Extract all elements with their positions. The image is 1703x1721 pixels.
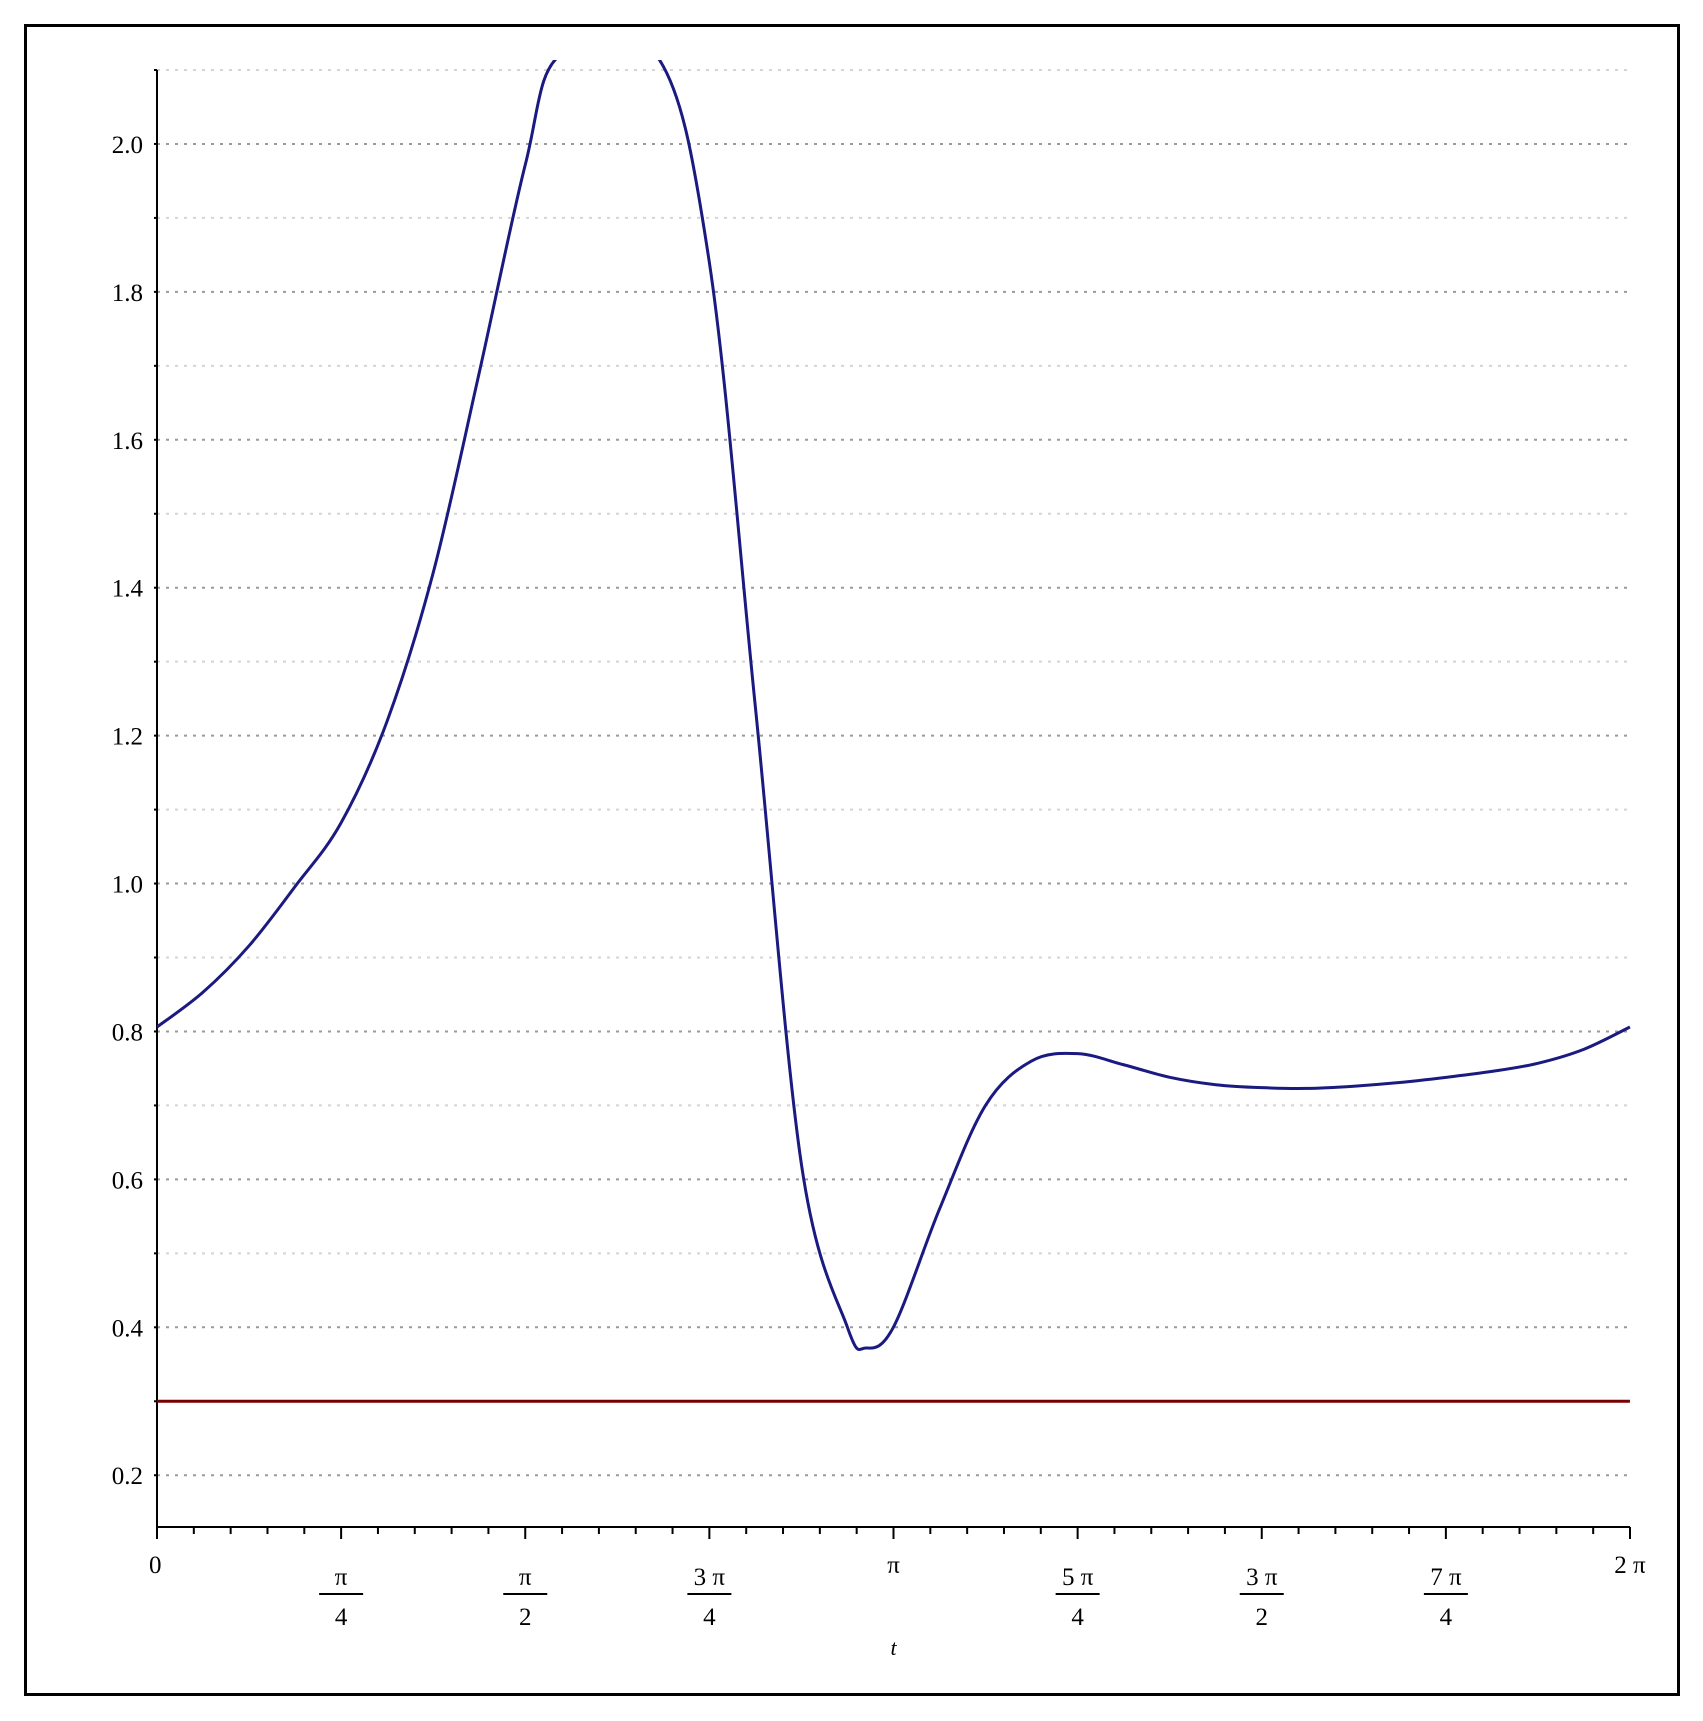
y-tick-label: 1.8 [112,280,143,307]
x-tick-label-denominator: 2 [519,1604,532,1631]
y-tick-label: 0.4 [112,1315,144,1342]
axes [156,70,1630,1528]
y-tick-label: 1.6 [112,428,143,455]
x-tick-label-numerator: 3 π [1246,1564,1278,1591]
x-tick-label-denominator: 2 [1256,1604,1269,1631]
tick-marks [154,69,1631,1539]
y-tick-label: 1.2 [112,724,143,751]
x-tick-label: π [887,1552,900,1579]
x-axis-title: t [890,1635,897,1660]
series-line-1 [157,60,1631,1351]
y-tick-label: 2.0 [112,132,143,159]
x-tick-label-denominator: 4 [1440,1604,1453,1631]
x-tick-label-numerator: 5 π [1062,1564,1094,1591]
x-tick-label-denominator: 4 [703,1604,716,1631]
y-tick-label: 0.6 [112,1167,143,1194]
x-tick-label-numerator: π [519,1564,532,1591]
chart-frame [24,24,1680,1696]
x-tick-label-numerator: 3 π [694,1564,726,1591]
y-tick-label: 0.2 [112,1463,143,1490]
x-tick-label-denominator: 4 [1071,1604,1084,1631]
x-tick-label-denominator: 4 [335,1604,348,1631]
x-tick-labels: 0 π 4 π 2 3 π 4 π 5 π 4 3 π 2 7 π 4 2 π [149,1552,1646,1631]
grid-lines [157,69,1630,1477]
x-tick-label-numerator: 7 π [1430,1564,1462,1591]
series-lines [157,60,1631,1403]
x-tick-label: 2 π [1614,1552,1646,1579]
y-tick-label: 1.0 [112,872,143,899]
y-tick-label: 1.4 [112,576,144,603]
y-tick-labels: 0.2 0.4 0.6 0.8 1.0 1.2 1.4 1.6 1.8 2.0 [112,132,144,1490]
x-tick-label-numerator: π [335,1564,348,1591]
x-tick-label: 0 [149,1552,162,1579]
y-tick-label: 0.8 [112,1019,143,1046]
